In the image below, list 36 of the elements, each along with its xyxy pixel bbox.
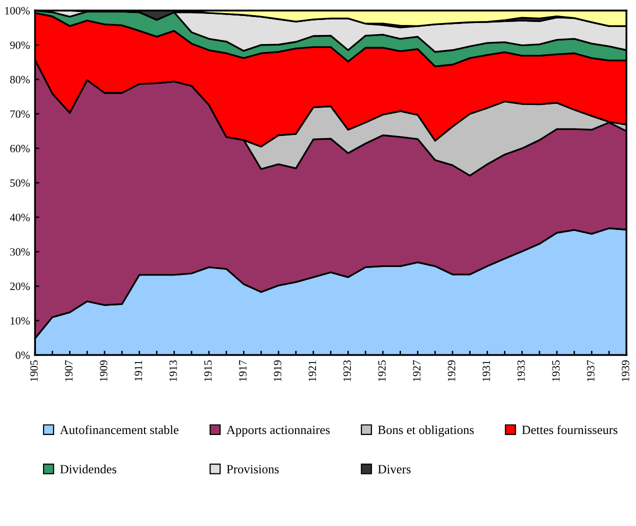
x-tick-label: 1925 xyxy=(378,360,386,382)
x-tick-label: 1923 xyxy=(343,360,351,382)
x-tick-label: 1911 xyxy=(134,360,142,381)
x-tick-label: 1915 xyxy=(204,360,212,382)
x-tick-label: 1937 xyxy=(586,360,594,382)
legend-label: Provisions xyxy=(226,465,279,474)
x-tick-label: 1913 xyxy=(169,360,177,382)
x-tick-label: 1917 xyxy=(239,360,247,382)
x-tick-label: 1907 xyxy=(65,360,73,382)
x-tick-label: 1935 xyxy=(552,360,560,382)
y-tick-label: 30% xyxy=(10,248,30,256)
legend-label: Bons et obligations xyxy=(378,425,474,437)
x-tick-label: 1927 xyxy=(413,360,420,382)
legend-label: Apports actionnaires xyxy=(226,426,330,437)
x-tick-label: 1939 xyxy=(622,360,630,382)
y-tick-label: 80% xyxy=(10,76,30,84)
x-tick-label: 1905 xyxy=(30,360,38,382)
x-tick-label: 1909 xyxy=(100,360,108,382)
x-tick-label: 1919 xyxy=(274,360,282,382)
legend-label: Dividendes xyxy=(60,464,116,474)
y-tick-label: 50% xyxy=(10,179,30,187)
y-tick-label: 100% xyxy=(5,6,30,15)
y-tick-label: 10% xyxy=(10,317,30,325)
legend-label: Autofinancement stable xyxy=(60,425,178,434)
legend-label: Divers xyxy=(378,465,411,474)
x-tick-label: 1929 xyxy=(448,360,456,382)
y-tick-label: 70% xyxy=(10,110,30,118)
y-tick-label: 0% xyxy=(16,352,30,360)
y-tick-label: 60% xyxy=(10,144,30,152)
y-tick-label: 20% xyxy=(10,282,30,290)
x-tick-label: 1931 xyxy=(482,360,490,382)
y-tick-label: 40% xyxy=(10,214,30,222)
x-tick-label: 1921 xyxy=(308,360,316,382)
legend-label: Dettes fournisseurs xyxy=(522,425,618,434)
x-tick-label: 1933 xyxy=(517,360,525,382)
y-tick-label: 90% xyxy=(10,41,30,49)
